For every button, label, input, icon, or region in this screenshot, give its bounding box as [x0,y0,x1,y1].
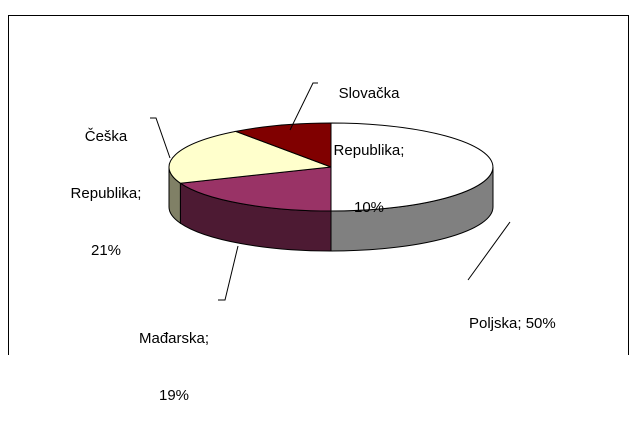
leader-poljska [467,221,511,281]
leader-ceska [150,117,171,159]
leader-madarska [218,245,239,301]
chart-area: Poljska; 50% Mađarska; 19% Češka Republi… [8,15,629,404]
data-label-ceska: Češka Republika; 21% [70,128,142,259]
data-label-madarska: Mađarska; 19% [138,330,210,404]
data-label-slovacka: Slovačka Republika; 10% [333,85,405,216]
pie-slice-slovacka [233,122,332,168]
data-label-poljska: Poljska; 50% [469,315,556,332]
pie-slice-madarska [178,166,332,212]
pie-slice-ceska [168,130,332,184]
pie-slice-poljska [330,122,494,212]
pie-chart [150,82,511,301]
leader-slovacka [289,82,318,131]
